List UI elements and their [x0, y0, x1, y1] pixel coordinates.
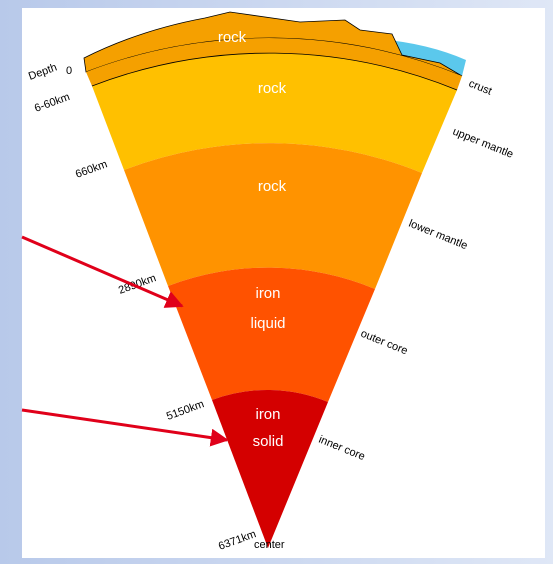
depth-mark: 0 [66, 65, 72, 77]
layer-state: solid [253, 433, 284, 450]
diagram: rock rock rock iron liquid iron solid De… [0, 0, 553, 564]
layer-label: iron [255, 406, 280, 423]
layer-state: liquid [250, 315, 285, 332]
layer-label: iron [255, 285, 280, 302]
layer-label: rock [258, 80, 287, 97]
lower-mantle [124, 143, 422, 289]
center-label: center [254, 539, 285, 551]
page: {"surface": {"label": "rock"}, "layers":… [0, 0, 553, 564]
surface-label: rock [218, 29, 247, 46]
layer-label: rock [258, 178, 287, 195]
